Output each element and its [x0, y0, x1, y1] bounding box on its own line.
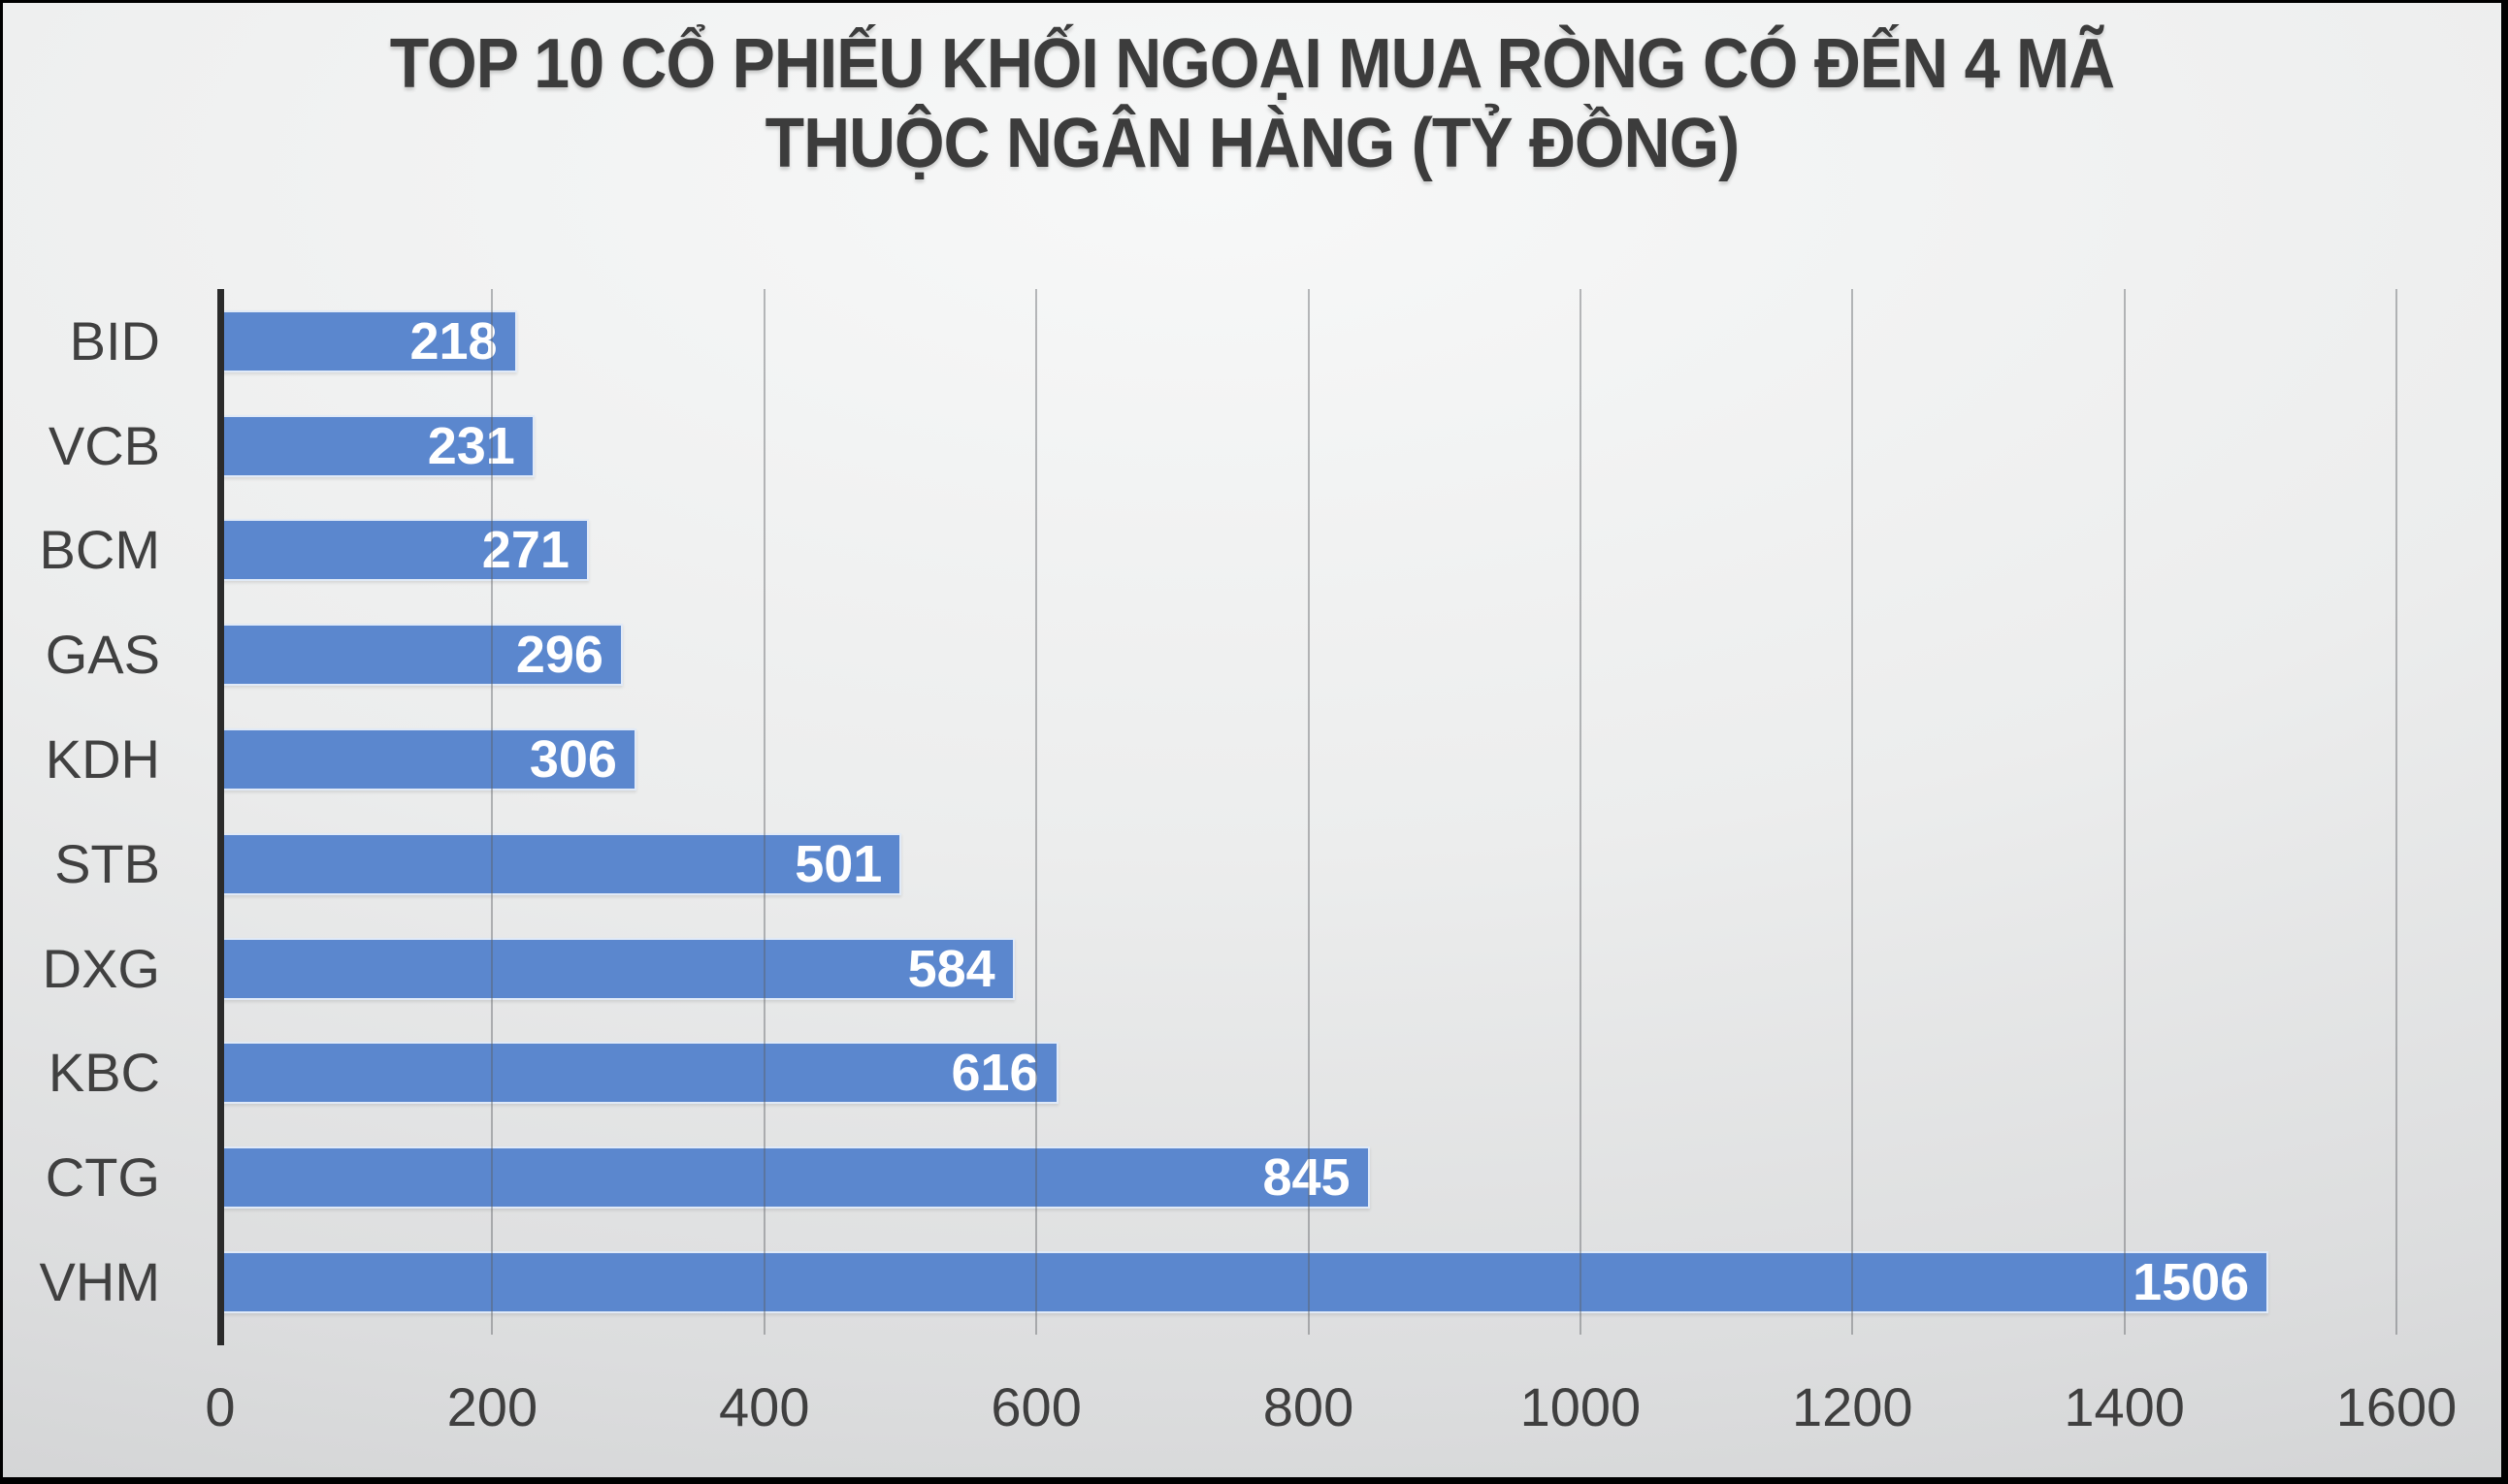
category-cell: DXG	[3, 917, 160, 1021]
x-tick-label-1200: 1200	[1791, 1376, 1913, 1437]
gridline-1000	[1579, 289, 1581, 1335]
bar-row: 306	[220, 707, 2396, 812]
category-label-bid: BID	[69, 309, 160, 371]
gridline-600	[1035, 289, 1038, 1335]
chart-title-line-2: THUỘC NGÂN HÀNG (TỶ ĐỒNG)	[765, 105, 1741, 183]
bar-bid: 218	[220, 309, 517, 372]
gridline-400	[763, 289, 765, 1335]
category-cell: GAS	[3, 602, 160, 707]
slide-background: TOP 10 CỔ PHIẾU KHỐI NGOẠI MUA RÒNG CÓ Đ…	[3, 3, 2501, 1477]
bar-vcb: 231	[220, 414, 535, 477]
category-cell: VHM	[3, 1230, 160, 1335]
gridline-200	[491, 289, 494, 1335]
bar-value-label: 845	[1262, 1148, 1351, 1208]
bar-kbc: 616	[220, 1042, 1059, 1105]
x-tick-label-1000: 1000	[1519, 1376, 1642, 1437]
bar-value-label: 218	[409, 311, 498, 371]
y-axis-line	[217, 289, 224, 1345]
plot-area: 218 231 271 296 306 501 584 616 845 1506	[217, 289, 2397, 1345]
x-tick-label-200: 200	[446, 1376, 538, 1437]
category-cell: KDH	[3, 707, 160, 812]
x-tick-label-600: 600	[991, 1376, 1082, 1437]
bar-dxg: 584	[220, 937, 1015, 1000]
bar-gas: 296	[220, 624, 623, 687]
category-label-dxg: DXG	[42, 937, 160, 999]
bar-row: 501	[220, 812, 2396, 917]
bar-row: 218	[220, 289, 2396, 394]
x-tick-label-0: 0	[205, 1376, 236, 1437]
bar-ctg: 845	[220, 1146, 1370, 1210]
gridline-800	[1307, 289, 1310, 1335]
x-tick-label-400: 400	[719, 1376, 810, 1437]
category-label-vhm: VHM	[39, 1251, 160, 1313]
x-tick-label-800: 800	[1262, 1376, 1354, 1437]
category-cell: BCM	[3, 499, 160, 603]
bar-kdh: 306	[220, 728, 636, 791]
category-label-ctg: CTG	[45, 1146, 160, 1209]
category-label-bcm: BCM	[39, 519, 160, 581]
bar-bcm: 271	[220, 519, 589, 582]
bar-vhm: 1506	[220, 1251, 2269, 1314]
bar-value-label: 296	[515, 626, 603, 685]
bar-series: 218 231 271 296 306 501 584 616 845 1506	[220, 289, 2396, 1335]
gridline-1600	[2395, 289, 2397, 1335]
category-cell: CTG	[3, 1125, 160, 1230]
bar-row: 616	[220, 1021, 2396, 1126]
x-tick-label-1600: 1600	[2335, 1376, 2458, 1437]
category-label-kdh: KDH	[45, 728, 160, 790]
bar-value-label: 306	[529, 730, 617, 790]
y-axis-category-labels: BID VCB BCM GAS KDH STB DXG KBC CTG VHM	[3, 289, 160, 1335]
category-label-stb: STB	[54, 832, 160, 894]
bar-row: 271	[220, 499, 2396, 603]
bar-row: 231	[220, 394, 2396, 499]
category-label-gas: GAS	[45, 624, 160, 686]
bar-row: 845	[220, 1125, 2396, 1230]
category-cell: BID	[3, 289, 160, 394]
bar-row: 296	[220, 602, 2396, 707]
bar-value-label: 231	[427, 416, 515, 475]
category-label-vcb: VCB	[48, 414, 160, 476]
bar-row: 1506	[220, 1230, 2396, 1335]
gridline-1400	[2123, 289, 2126, 1335]
category-cell: VCB	[3, 394, 160, 499]
x-axis-tick-labels: 0 200 400 600 800 1000 1200 1400 1600	[205, 1376, 2457, 1458]
bar-stb: 501	[220, 832, 902, 895]
bar-value-label: 1506	[2133, 1253, 2250, 1312]
bar-row: 584	[220, 917, 2396, 1021]
bar-value-label: 584	[907, 939, 995, 998]
gridline-1200	[1851, 289, 1854, 1335]
category-cell: KBC	[3, 1021, 160, 1126]
x-tick-label-1400: 1400	[2064, 1376, 2185, 1437]
chart-title: TOP 10 CỔ PHIẾU KHỐI NGOẠI MUA RÒNG CÓ Đ…	[3, 24, 2501, 183]
chart-title-line-1: TOP 10 CỔ PHIẾU KHỐI NGOẠI MUA RÒNG CÓ Đ…	[389, 25, 2115, 103]
category-cell: STB	[3, 812, 160, 917]
category-label-kbc: KBC	[48, 1042, 160, 1104]
bar-value-label: 616	[951, 1044, 1039, 1103]
bar-value-label: 271	[481, 521, 570, 580]
bar-value-label: 501	[795, 834, 883, 893]
